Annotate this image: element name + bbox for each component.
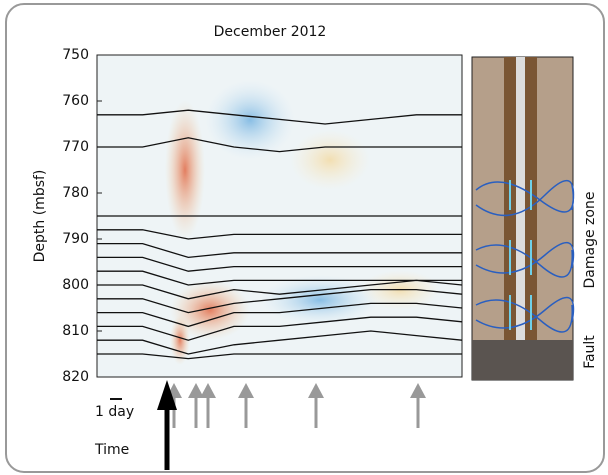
fault-label: Fault [582,335,598,369]
depth-trace [97,242,462,259]
depth-trace [97,302,463,328]
y-tick-label: 780 [62,185,89,201]
depth-trace [97,256,462,272]
main-event-arrow [157,380,177,470]
depth-trace [97,279,463,300]
depth-trace [97,109,462,125]
chart-title: December 2012 [214,24,327,40]
y-tick-label: 800 [62,277,89,293]
y-tick-label: 810 [62,323,89,339]
y-axis-label: Depth (mbsf) [32,170,48,263]
depth-trace [97,137,462,153]
event-arrows [166,383,426,428]
y-tick-label: 770 [62,139,89,155]
depth-trace [97,270,462,286]
frame [5,3,605,473]
y-tick-label: 820 [62,369,89,385]
depth-trace [97,330,463,355]
damage-zone-label: Damage zone [582,192,598,289]
depth-trace [97,316,463,341]
depth-trace [97,353,462,360]
depth-trace [97,288,463,314]
y-tick-label: 790 [62,231,89,247]
time-label: Time [94,442,129,458]
y-tick-label: 750 [62,47,89,63]
borehole-diagram [471,56,575,381]
y-tick-label: 760 [62,93,89,109]
scale-label: 1 day [95,404,134,420]
depth-trace [97,229,462,240]
